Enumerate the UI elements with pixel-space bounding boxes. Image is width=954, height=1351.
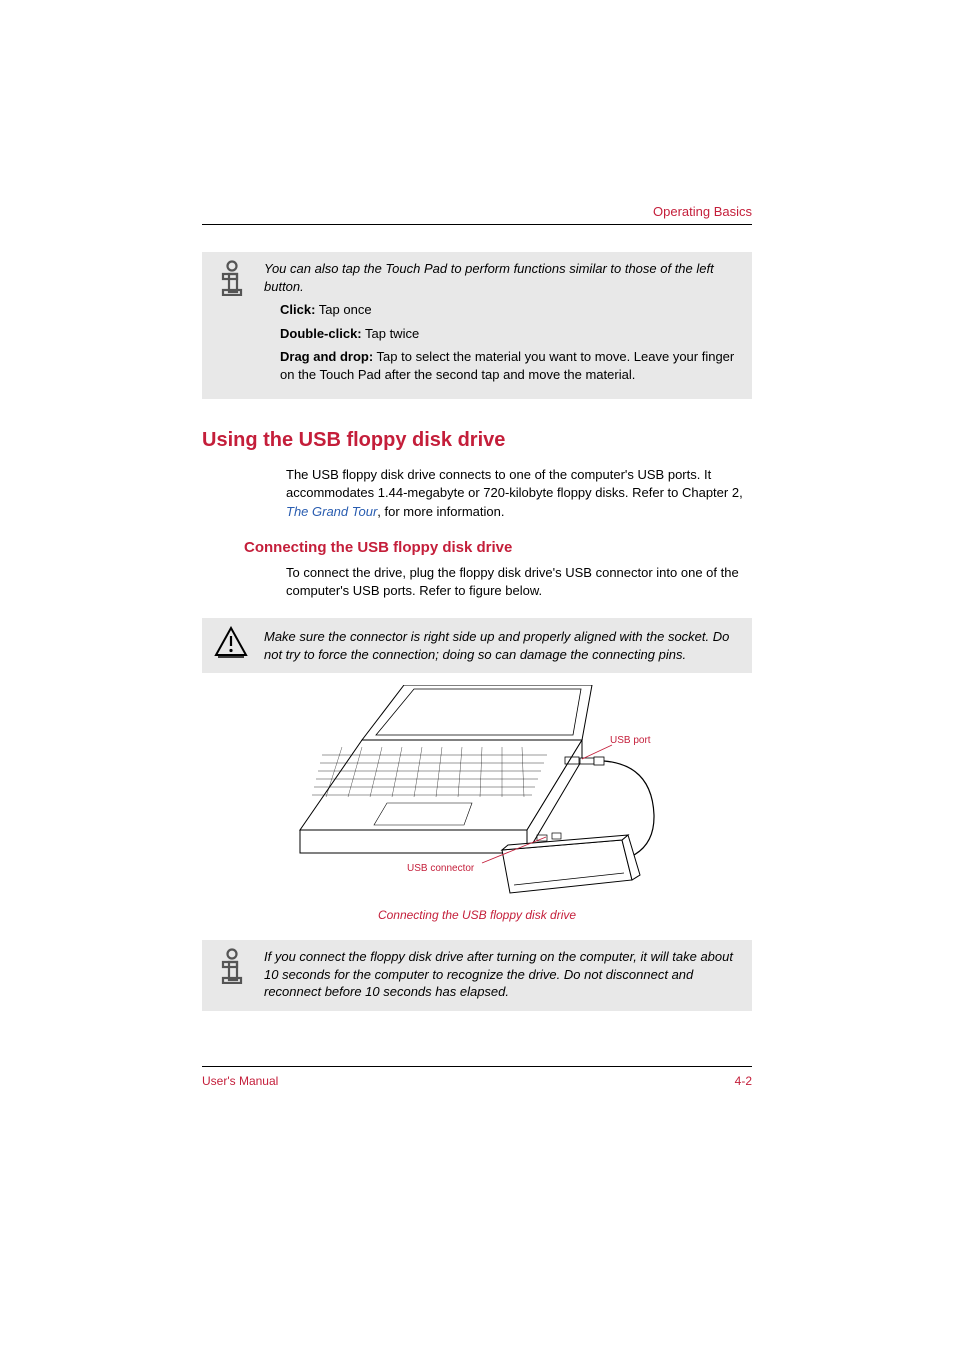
note-intro-text: You can also tap the Touch Pad to perfor… bbox=[264, 260, 742, 295]
cross-reference-link[interactable]: The Grand Tour bbox=[286, 504, 377, 519]
info-note-box: You can also tap the Touch Pad to perfor… bbox=[202, 252, 752, 399]
caution-text: Make sure the connector is right side up… bbox=[264, 628, 742, 663]
page-number: 4-2 bbox=[735, 1074, 752, 1088]
figure-illustration bbox=[292, 685, 662, 895]
callout-usb-port: USB port bbox=[610, 735, 651, 746]
footer-title: User's Manual bbox=[202, 1074, 278, 1088]
page-content: You can also tap the Touch Pad to perfor… bbox=[202, 252, 752, 1011]
note-text: If you connect the floppy disk drive aft… bbox=[264, 948, 742, 1001]
info-icon bbox=[214, 260, 250, 296]
caution-icon bbox=[214, 626, 248, 658]
note-item: Double-click: Tap twice bbox=[280, 325, 742, 343]
section-heading: Using the USB floppy disk drive bbox=[202, 429, 752, 452]
figure: USB port USB connector bbox=[292, 685, 662, 900]
caution-box: Make sure the connector is right side up… bbox=[202, 618, 752, 673]
info-note-box: If you connect the floppy disk drive aft… bbox=[202, 940, 752, 1011]
section-paragraph: The USB floppy disk drive connects to on… bbox=[286, 466, 752, 521]
note-list: Click: Tap once Double-click: Tap twice … bbox=[264, 301, 742, 383]
subsection-paragraph: To connect the drive, plug the floppy di… bbox=[286, 564, 752, 600]
note-item: Click: Tap once bbox=[280, 301, 742, 319]
header-rule bbox=[202, 224, 752, 225]
note-item: Drag and drop: Tap to select the materia… bbox=[280, 348, 742, 383]
footer-rule bbox=[202, 1066, 752, 1067]
subsection-heading: Connecting the USB floppy disk drive bbox=[244, 539, 752, 556]
info-icon bbox=[214, 948, 250, 984]
para-text: , for more information. bbox=[377, 504, 504, 519]
figure-caption: Connecting the USB floppy disk drive bbox=[202, 908, 752, 922]
callout-usb-connector: USB connector bbox=[407, 863, 474, 874]
para-text: The USB floppy disk drive connects to on… bbox=[286, 467, 743, 500]
page-header: Operating Basics bbox=[653, 204, 752, 219]
